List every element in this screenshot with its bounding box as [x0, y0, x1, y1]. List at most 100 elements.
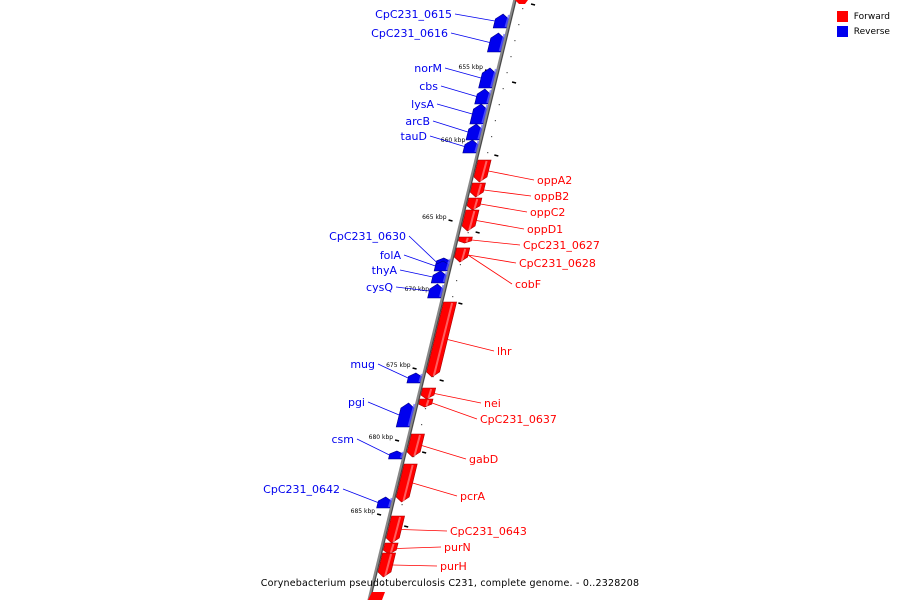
gene-leader	[421, 445, 467, 460]
minor-bar-tick	[421, 451, 427, 454]
gene-CpC231_0642[interactable]: CpC231_0642	[263, 483, 393, 509]
gene-label: nei	[484, 397, 501, 410]
gene-oppB2[interactable]: oppB2	[469, 182, 569, 203]
gene-oppD1[interactable]: oppD1	[461, 209, 563, 236]
gene-leader	[412, 482, 458, 497]
gene-pcrA[interactable]: pcrA	[395, 463, 486, 503]
gene-folA[interactable]: folA	[380, 249, 450, 272]
gene-cobF[interactable]: cobF	[454, 247, 542, 291]
gene-csm[interactable]: csm	[332, 433, 404, 460]
gene-label: mug	[350, 358, 375, 371]
gene-gabD[interactable]: gabD	[406, 433, 498, 466]
gene-label: csm	[332, 433, 355, 446]
gene-label: purH	[440, 560, 467, 573]
kbp-label: 665 kbp	[422, 214, 447, 221]
gene-leader	[476, 220, 525, 230]
minor-bar-tick	[475, 231, 480, 234]
gene-leader	[447, 339, 495, 352]
minor-tick	[421, 424, 423, 426]
gene-oppA2[interactable]: oppA2	[473, 159, 572, 187]
minor-tick	[494, 120, 496, 122]
gene-shade	[474, 140, 480, 153]
kbp-label: 660 kbp	[441, 137, 466, 144]
gene-fragment-top	[515, 0, 528, 4]
gene-label: thyA	[372, 264, 398, 277]
gene-arrow[interactable]	[385, 515, 405, 544]
gene-leader	[408, 235, 437, 263]
gene-arrow[interactable]	[377, 552, 396, 578]
gene-arcB[interactable]: arcB	[405, 115, 484, 141]
minor-tick	[487, 152, 489, 154]
minor-tick	[432, 376, 434, 378]
kbp-tick	[394, 439, 400, 442]
gene-label: purN	[444, 541, 471, 554]
gene-purN[interactable]: purN	[382, 541, 471, 555]
gene-shade	[389, 543, 395, 554]
gene-arrow[interactable]	[473, 159, 492, 183]
gene-shade	[432, 302, 454, 377]
gene-label: CpC231_0615	[375, 8, 452, 21]
gene-arrow[interactable]	[420, 387, 437, 400]
gene-nei[interactable]: nei	[420, 387, 501, 410]
gene-shade	[498, 33, 506, 52]
kbp-label: 675 kbp	[386, 362, 411, 369]
minor-tick	[382, 584, 384, 586]
kbp-tick	[412, 367, 417, 370]
gene-shade	[490, 68, 497, 88]
gene-label: CpC231_0628	[519, 257, 596, 270]
minor-bar-tick	[511, 81, 517, 84]
gene-shade	[402, 464, 414, 502]
gene-arrow[interactable]	[469, 182, 486, 198]
gene-CpC231_0615[interactable]: CpC231_0615	[375, 8, 510, 29]
gene-arrow[interactable]	[382, 542, 399, 555]
gene-tauD[interactable]: tauD	[401, 130, 480, 154]
gene-mug[interactable]: mug	[350, 358, 423, 384]
genome-axis-edge	[369, 0, 517, 600]
gene-arrow[interactable]	[426, 301, 457, 378]
gene-lhr[interactable]: lhr	[426, 301, 512, 378]
genome-axis	[367, 0, 517, 600]
gene-CpC231_0616[interactable]: CpC231_0616	[371, 27, 506, 53]
gene-leader	[392, 564, 438, 567]
gene-shade	[481, 104, 489, 124]
gene-leader	[454, 13, 495, 22]
minor-tick	[467, 232, 469, 234]
gene-label: arcB	[405, 115, 430, 128]
minor-bar-tick	[494, 154, 499, 157]
gene-arrow[interactable]	[418, 398, 434, 408]
gene-arrow[interactable]	[466, 197, 483, 211]
gene-cbs[interactable]: cbs	[419, 80, 492, 105]
gene-CpC231_0643[interactable]: CpC231_0643	[385, 515, 527, 544]
gene-label: tauD	[401, 130, 428, 143]
gene-label: cobF	[515, 278, 541, 291]
gene-CpC231_0637[interactable]: CpC231_0637	[418, 398, 557, 426]
gene-shade	[480, 160, 488, 182]
gene-arrow[interactable]	[406, 433, 425, 458]
gene-shade	[476, 183, 482, 197]
minor-bar-tick	[439, 379, 444, 382]
gene-purH[interactable]: purH	[377, 552, 467, 578]
gene-shade	[445, 261, 450, 271]
gene-pgi[interactable]: pgi	[348, 396, 416, 428]
gene-oppC2[interactable]: oppC2	[466, 197, 565, 219]
gene-leader	[432, 120, 469, 133]
gene-cysQ[interactable]: cysQ	[366, 281, 445, 299]
gene-norM[interactable]: norM	[414, 62, 497, 89]
gene-leader	[401, 529, 448, 532]
gene-arrow[interactable]	[458, 236, 473, 244]
gene-CpC231_0627[interactable]: CpC231_0627	[458, 236, 600, 252]
gene-shade	[460, 248, 467, 262]
gene-thyA[interactable]: thyA	[372, 264, 448, 284]
gene-lysA[interactable]: lysA	[411, 98, 489, 125]
gene-leader	[436, 103, 473, 115]
gene-arrow[interactable]	[454, 247, 471, 263]
gene-leader	[399, 269, 433, 278]
genes: CpC231_0615 CpC231_0616 norM cbs lysA arcB tau…	[263, 8, 600, 578]
gene-leader	[450, 32, 490, 43]
gene-arrow[interactable]	[461, 209, 480, 232]
minor-bar-tick	[458, 302, 463, 305]
gene-shade	[399, 451, 404, 459]
gene-arrow[interactable]	[395, 463, 418, 503]
gene-leader	[396, 546, 442, 549]
gene-label: CpC231_0637	[480, 413, 557, 426]
